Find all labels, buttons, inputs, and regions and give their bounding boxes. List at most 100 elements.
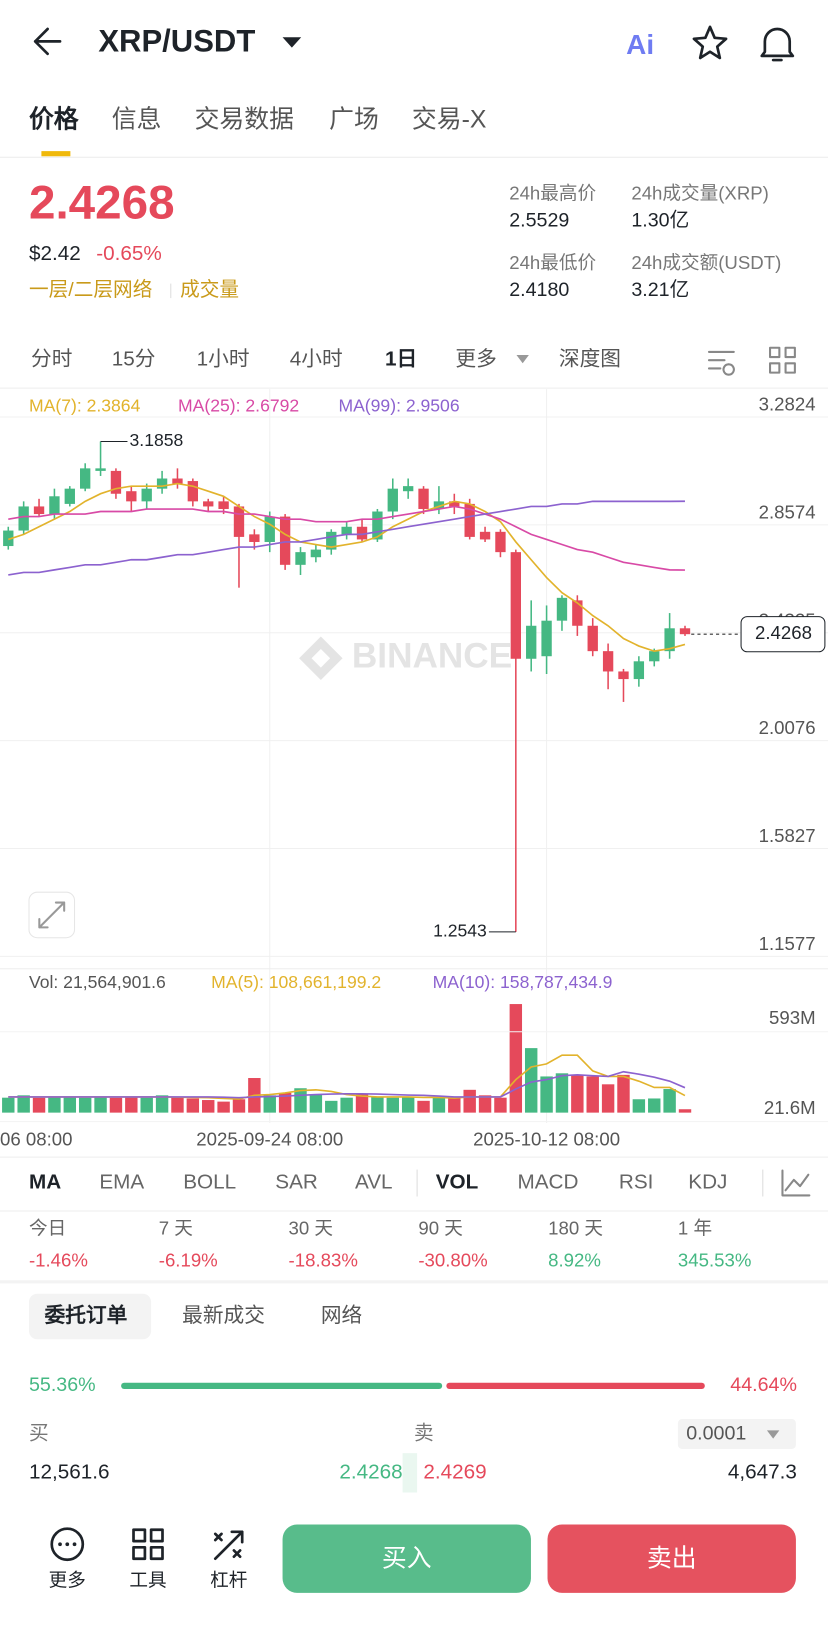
candle-body [556, 597, 568, 621]
interval-tab[interactable]: 更多 [455, 348, 496, 371]
volume-bar [294, 1088, 307, 1113]
y-tick-label: 1.1577 [759, 933, 816, 954]
candle-body [218, 501, 229, 509]
tab[interactable]: 广场 [329, 106, 379, 134]
return-value: -1.46% [29, 1250, 88, 1271]
interval-tab[interactable]: 4小时 [290, 348, 343, 371]
interval-tab[interactable]: 1日 [385, 348, 417, 371]
volume-bar [601, 1084, 615, 1113]
volume-tick-label: 593M [769, 1007, 816, 1028]
buy-amount: 12,561.6 [29, 1460, 110, 1483]
buy-button[interactable] [282, 1524, 531, 1593]
tab[interactable]: 价格 [29, 105, 80, 134]
indicator-tab[interactable]: VOL [436, 1170, 479, 1193]
ma-legend: MA(7): 2.3864 [29, 395, 141, 415]
book-tab[interactable]: 网络 [321, 1304, 362, 1327]
more-dropdown[interactable] [516, 355, 529, 364]
indicator-tab[interactable]: MACD [518, 1170, 579, 1193]
precision[interactable]: 0.0001 [686, 1423, 746, 1445]
candle-body [156, 478, 168, 489]
tool-label[interactable]: 杠杆 [210, 1569, 247, 1590]
volume-bar [371, 1096, 384, 1113]
sell-button[interactable] [547, 1524, 796, 1593]
tool-label[interactable]: 更多 [49, 1569, 86, 1590]
volume-legend: MA(5): 108,661,199.2 [211, 972, 381, 992]
interval-tab[interactable]: 1小时 [197, 348, 250, 371]
candle-body [633, 661, 645, 680]
indicator-tab[interactable]: MA [29, 1170, 61, 1193]
buy-price: 2.4268 [339, 1460, 402, 1483]
indicator-tab[interactable]: EMA [99, 1170, 144, 1193]
pair-title[interactable]: XRP/USDT [98, 24, 255, 59]
ma-legend: MA(25): 2.6792 [178, 395, 299, 415]
candle-body [203, 501, 214, 507]
tag[interactable]: 一层/二层网络 [29, 279, 152, 301]
precision-select[interactable] [677, 1418, 796, 1450]
candle-body [679, 628, 691, 635]
alert-button[interactable] [760, 27, 795, 62]
volume-bar [94, 1096, 107, 1113]
interval-tab[interactable]: 分时 [31, 348, 72, 371]
interval-tab[interactable]: 15分 [112, 348, 156, 371]
expand-icon [38, 901, 66, 929]
candle-body [649, 651, 660, 662]
indicator-tab[interactable]: SAR [275, 1170, 318, 1193]
pair-dropdown[interactable] [282, 37, 302, 48]
tool-label[interactable]: 工具 [129, 1569, 166, 1590]
tab[interactable]: 交易-X [412, 106, 487, 134]
indicator-tab[interactable]: KDJ [688, 1170, 727, 1193]
indicator-settings[interactable] [781, 1169, 811, 1197]
indicator-tab[interactable]: AVL [355, 1170, 393, 1193]
tab[interactable]: 交易数据 [195, 106, 294, 134]
volume-bar [78, 1097, 92, 1113]
book-tab[interactable]: 委托订单 [44, 1303, 128, 1327]
candle-body [418, 488, 429, 509]
candle-body [526, 625, 537, 659]
volume-bar [524, 1048, 538, 1113]
stat-label: 24h最高价 [509, 183, 596, 204]
ma-legend: MA(99): 2.9506 [338, 395, 459, 415]
volume-legend: Vol: 21,564,901.6 [29, 972, 166, 992]
tab-active-bg [28, 1293, 152, 1340]
candle-body [3, 530, 14, 547]
sell-button-label[interactable]: 卖出 [647, 1544, 697, 1572]
low-annotation: 1.2543 [433, 921, 487, 941]
volume-bar [140, 1097, 153, 1113]
buy-header: 买 [29, 1423, 49, 1445]
back-button[interactable] [33, 27, 62, 56]
tab[interactable]: 信息 [112, 106, 162, 134]
buy-button-label[interactable]: 买入 [382, 1545, 432, 1572]
tag[interactable]: 成交量 [180, 279, 239, 301]
high-annotation: 3.1858 [130, 430, 184, 450]
candle-body [326, 531, 337, 550]
ai-button[interactable]: Ai [626, 29, 654, 60]
indicator-tab[interactable]: BOLL [183, 1170, 236, 1193]
volume-bar [648, 1098, 661, 1113]
ma-line [8, 505, 685, 571]
layout-button[interactable] [769, 346, 796, 374]
x-tick-label: 2025-10-12 08:00 [473, 1128, 620, 1149]
depth-bar [402, 1453, 418, 1493]
volume-bar [463, 1089, 476, 1113]
candle-body [310, 549, 322, 558]
chart-settings[interactable] [707, 350, 735, 376]
candle-body [618, 671, 629, 680]
candle-body [356, 526, 368, 540]
x-tick-label: 2025-09-24 08:00 [196, 1128, 343, 1149]
return-value: -6.19% [159, 1250, 218, 1271]
divider [0, 1280, 828, 1284]
favorite-button[interactable] [692, 25, 728, 60]
precision-dropdown [766, 1430, 780, 1439]
volume-bar [32, 1097, 46, 1113]
volume-bar [678, 1109, 692, 1113]
volume-bar [417, 1100, 430, 1113]
candle-body [279, 516, 291, 565]
volume-legend: MA(10): 158,787,434.9 [433, 972, 613, 992]
indicator-tab[interactable]: RSI [619, 1170, 654, 1193]
y-tick-label: 1.5827 [759, 825, 816, 846]
ma-line [8, 500, 685, 576]
candle-body [233, 506, 245, 537]
interval-tab[interactable]: 深度图 [559, 348, 621, 371]
candle-body [18, 506, 29, 531]
book-tab[interactable]: 最新成交 [182, 1304, 265, 1327]
